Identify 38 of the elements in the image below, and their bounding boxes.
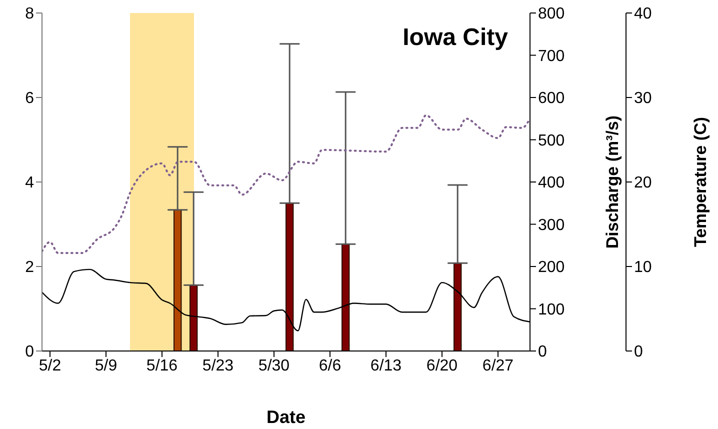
y2-tick-label: 500 xyxy=(538,132,565,150)
y3-axis-title: Temperature (C) xyxy=(691,116,710,248)
x-axis-title: Date xyxy=(266,407,306,427)
x-tick-label: 6/27 xyxy=(482,357,514,374)
text: Iowa City xyxy=(402,24,508,52)
x-tick-label: 6/13 xyxy=(370,357,402,374)
y2-tick-label: 700 xyxy=(538,48,565,65)
y2-tick-label: 0 xyxy=(538,344,547,361)
y3-tick-label: 30 xyxy=(634,90,652,108)
y2-tick-label: 600 xyxy=(538,90,565,108)
x-tick-label: 5/16 xyxy=(146,357,178,374)
bar xyxy=(174,209,182,351)
y2-tick-label: 800 xyxy=(538,6,565,23)
y2-axis-title: Discharge (m³/s) xyxy=(603,115,622,249)
bar xyxy=(454,262,462,351)
line-series xyxy=(42,114,530,254)
y-tick-label: 4 xyxy=(25,174,34,192)
y2-tick-label: 100 xyxy=(538,301,565,318)
y2-tick-label: 400 xyxy=(538,174,565,192)
bar xyxy=(190,284,198,351)
x-tick-label: 5/9 xyxy=(94,357,118,374)
x-tick-label: 6/6 xyxy=(318,357,342,374)
x-tick-label: 6/20 xyxy=(426,357,458,374)
y-tick-label: 6 xyxy=(25,90,34,108)
y3-tick-label: 40 xyxy=(634,6,652,23)
bar xyxy=(286,202,294,351)
y-tick-label: 0 xyxy=(25,344,34,361)
x-tick-label: 5/23 xyxy=(202,357,234,374)
y2-tick-label: 300 xyxy=(538,216,565,234)
bar xyxy=(342,244,350,351)
y-tick-label: 2 xyxy=(25,259,34,276)
y3-tick-label: 10 xyxy=(634,259,652,276)
y3-tick-label: 20 xyxy=(634,174,652,192)
x-tick-label: 5/2 xyxy=(38,357,62,374)
x-tick-label: 5/30 xyxy=(258,357,290,374)
y2-tick-label: 200 xyxy=(538,259,565,276)
y3-tick-label: 0 xyxy=(634,344,643,361)
y-tick-label: 8 xyxy=(25,6,34,23)
